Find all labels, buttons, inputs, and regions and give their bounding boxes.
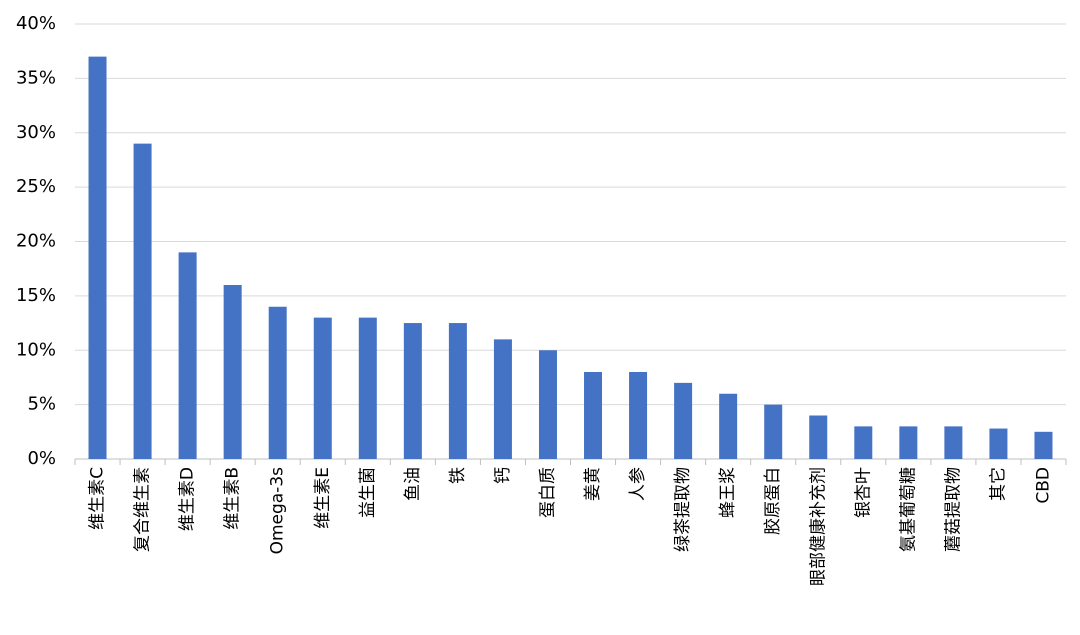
x-tick-label: 绿茶提取物 — [673, 467, 693, 552]
x-tick-label: 维生素B — [223, 467, 243, 530]
bar — [674, 382, 693, 459]
bar — [854, 426, 873, 459]
bar — [88, 56, 107, 459]
bar — [268, 306, 287, 459]
bar — [764, 404, 783, 459]
x-tick-label: 姜黄 — [583, 467, 603, 501]
x-tick-label: 益生菌 — [358, 467, 378, 518]
x-tick-label: 维生素C — [88, 467, 108, 530]
bar — [448, 323, 467, 459]
bar — [493, 339, 512, 459]
bar — [719, 393, 738, 459]
x-tick-label: 银杏叶 — [853, 467, 873, 518]
x-tick-label: 蛋白质 — [538, 467, 558, 518]
x-tick-label: 蜂王浆 — [718, 467, 738, 518]
y-tick-label: 15% — [16, 285, 56, 306]
x-tick-label: 复合维生素 — [133, 467, 153, 552]
y-tick-label: 10% — [16, 339, 56, 360]
x-tick-label: 氨基葡萄糖 — [898, 467, 918, 552]
y-tick-label: 40% — [16, 13, 56, 34]
bar — [899, 426, 918, 459]
x-tick-label: 胶原蛋白 — [763, 467, 783, 535]
x-tick-label: 人参 — [628, 467, 648, 501]
bar — [538, 350, 557, 459]
x-tick-label: 维生素D — [178, 467, 198, 531]
bar — [313, 317, 332, 459]
x-tick-label: 铁 — [448, 467, 468, 484]
x-tick-label: 维生素E — [313, 467, 333, 529]
x-tick-label: 钙 — [493, 467, 513, 484]
x-tick-label: CBD — [1033, 467, 1053, 504]
bar — [584, 372, 603, 459]
y-tick-label: 25% — [16, 176, 56, 197]
bar — [629, 372, 648, 459]
bar — [133, 143, 152, 459]
y-tick-label: 20% — [16, 231, 56, 252]
x-tick-label: 眼部健康补充剂 — [808, 467, 828, 586]
x-tick-label: Omega-3s — [268, 467, 288, 555]
bar — [178, 252, 197, 459]
y-tick-label: 5% — [27, 394, 56, 415]
bar — [358, 317, 377, 459]
y-tick-label: 35% — [16, 67, 56, 88]
bar — [989, 428, 1008, 459]
bar — [403, 323, 422, 459]
bar — [809, 415, 828, 459]
x-tick-label: 鱼油 — [403, 467, 423, 501]
bar — [1034, 431, 1053, 459]
bar — [223, 285, 242, 459]
y-tick-label: 30% — [16, 122, 56, 143]
bar — [944, 426, 963, 459]
x-tick-label: 蘑菇提取物 — [943, 467, 963, 552]
x-tick-label: 其它 — [988, 467, 1008, 501]
y-tick-label: 0% — [27, 448, 56, 469]
